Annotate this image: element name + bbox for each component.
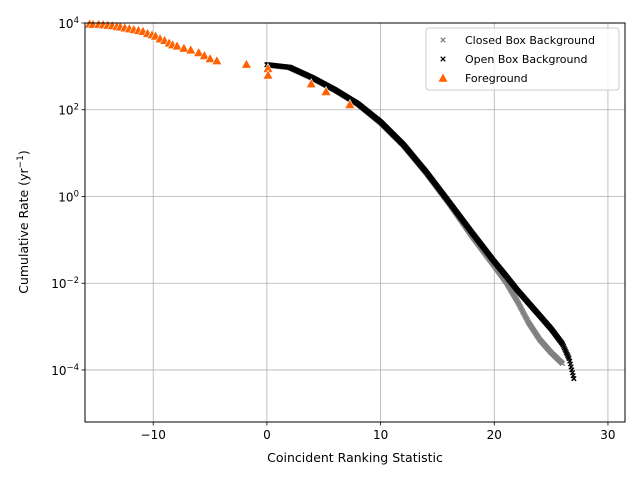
y-tick-exponent: 4: [74, 16, 79, 26]
y-tick-label: 104: [58, 16, 79, 31]
x-tick-label: 10: [373, 428, 388, 442]
y-tick-label: 100: [58, 189, 79, 204]
y-tick-label: 10−4: [51, 363, 79, 378]
foreground-point: [344, 98, 356, 109]
foreground-point: [262, 69, 274, 80]
legend-item: Open Box Background: [440, 53, 587, 66]
legend-label: Closed Box Background: [465, 34, 595, 47]
y-tick-exponent: −2: [66, 276, 79, 286]
foreground-point: [178, 42, 190, 53]
y-axis-label-main: Cumulative Rate (yr: [16, 168, 31, 294]
y-tick-label: 10−2: [51, 276, 79, 291]
legend-item: Closed Box Background: [440, 34, 595, 47]
x-tick-label: 0: [263, 428, 271, 442]
y-tick-base: 10: [58, 17, 73, 31]
legend-label: Foreground: [465, 72, 528, 85]
legend-item: Foreground: [437, 72, 528, 85]
legend-marker-triangle: [437, 72, 449, 83]
foreground-point: [198, 49, 210, 60]
y-tick-exponent: −4: [66, 363, 79, 373]
legend: Closed Box Background Open Box Background…: [425, 27, 620, 91]
foreground-point: [305, 78, 317, 89]
x-tick-label: −10: [141, 428, 166, 442]
y-tick-base: 10: [58, 104, 73, 118]
series-1: [264, 62, 566, 367]
y-tick-base: 10: [51, 364, 66, 378]
foreground-point: [320, 85, 332, 96]
series-3: [84, 18, 356, 109]
x-axis-ticks: −10 0 10 20 30: [141, 422, 616, 442]
plot-frame: [84, 22, 626, 423]
legend-marker-x: [440, 56, 446, 62]
legend-marker-x: [440, 37, 446, 43]
y-axis-label: Cumulative Rate (yr−1): [16, 150, 31, 294]
foreground-point: [185, 44, 197, 55]
x-axis-label: Coincident Ranking Statistic: [267, 450, 443, 465]
y-tick-label: 102: [58, 103, 79, 118]
x-tick-label: 30: [600, 428, 615, 442]
foreground-point: [193, 46, 205, 57]
y-tick-exponent: 2: [74, 103, 79, 113]
series-2: [264, 61, 577, 382]
foreground-point: [240, 58, 252, 69]
legend-box: [425, 27, 620, 91]
background-point: [571, 375, 577, 382]
background-point: [559, 360, 566, 367]
y-tick-exponent: 0: [74, 189, 79, 199]
y-axis-label-exponent: −1: [16, 155, 26, 168]
foreground-point: [211, 55, 223, 66]
y-tick-base: 10: [58, 190, 73, 204]
foreground-point: [171, 40, 183, 51]
y-tick-base: 10: [51, 277, 66, 291]
data-points: [84, 18, 577, 382]
x-tick-label: 20: [487, 428, 502, 442]
legend-label: Open Box Background: [465, 53, 587, 66]
y-axis-label-close: ): [16, 150, 31, 155]
foreground-point: [204, 52, 216, 63]
